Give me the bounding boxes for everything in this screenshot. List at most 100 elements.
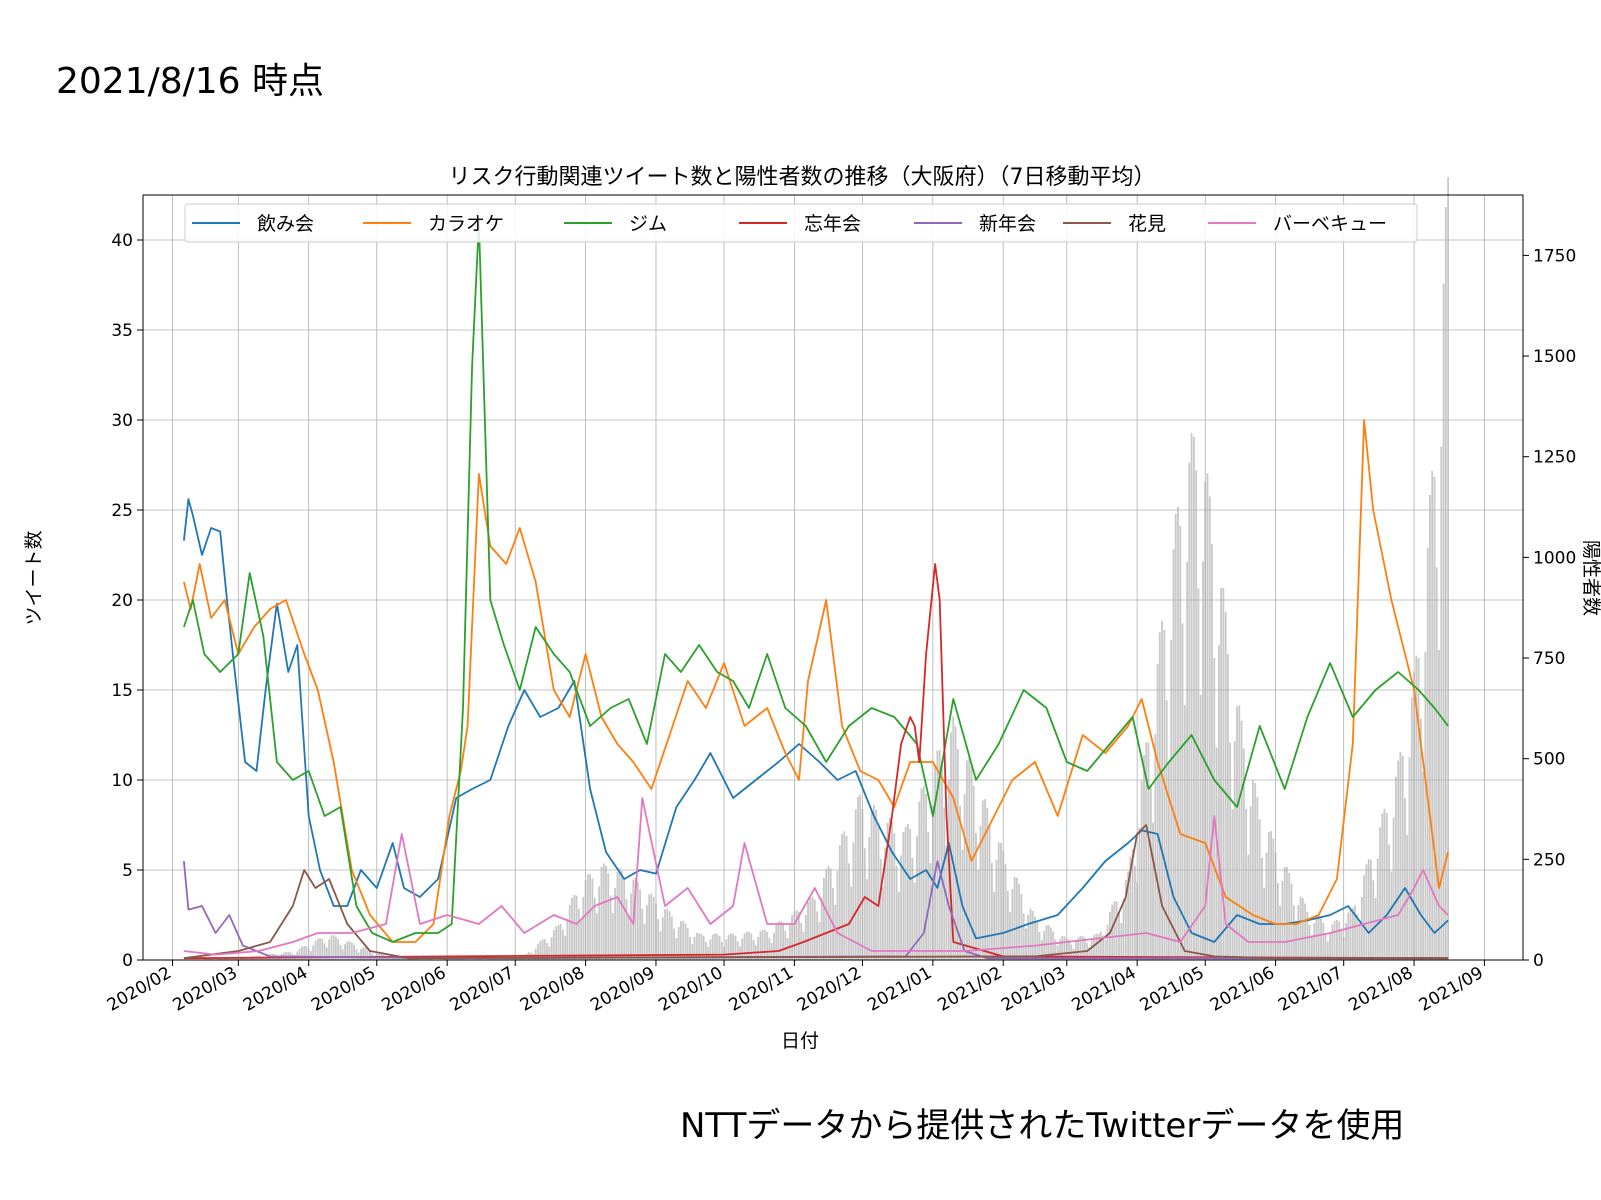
y-tick-label: 0 xyxy=(122,951,133,971)
y2-tick-label: 0 xyxy=(1533,951,1544,971)
case-bar xyxy=(1059,939,1061,960)
case-bar xyxy=(543,939,546,960)
case-bar xyxy=(1290,883,1293,960)
case-bar xyxy=(1177,506,1179,960)
case-bar xyxy=(988,825,991,960)
case-bar xyxy=(897,891,900,960)
series-line-5 xyxy=(183,860,1449,960)
case-bar xyxy=(346,941,349,960)
case-bar xyxy=(691,944,694,960)
case-bar xyxy=(798,912,800,960)
case-bar xyxy=(730,933,732,960)
case-bar xyxy=(414,958,417,960)
case-bar xyxy=(711,934,714,960)
case-bar xyxy=(568,905,571,960)
series-lines xyxy=(183,221,1449,960)
case-bar xyxy=(995,859,998,960)
case-bar xyxy=(1149,784,1152,960)
case-bar xyxy=(1097,933,1100,960)
case-bar xyxy=(552,930,555,960)
case-bar xyxy=(575,895,578,960)
case-bar xyxy=(997,842,1000,960)
case-bar xyxy=(1440,446,1443,961)
case-bar xyxy=(503,957,505,960)
case-bar xyxy=(972,785,975,960)
x-tick-label: 2020/09 xyxy=(587,963,658,1016)
case-bar xyxy=(1220,588,1222,960)
right-y-axis: 0 250 500 750 1000 1250 1500 1750 xyxy=(1523,246,1576,971)
case-bar xyxy=(907,824,909,960)
y2-tick-label: 250 xyxy=(1533,850,1565,870)
case-bar xyxy=(970,766,973,960)
case-bar xyxy=(321,938,324,960)
case-bar xyxy=(1233,741,1236,960)
case-bar xyxy=(1254,782,1257,960)
case-bar xyxy=(1374,898,1377,960)
case-bar xyxy=(920,788,923,960)
case-bar xyxy=(1256,796,1259,960)
case-bar xyxy=(630,893,632,960)
case-bar xyxy=(580,920,582,960)
case-bar xyxy=(605,865,607,960)
case-bar xyxy=(841,834,843,960)
y2-tick-label: 750 xyxy=(1533,649,1565,669)
case-bar xyxy=(1197,588,1200,960)
case-bar xyxy=(827,866,830,960)
case-bar xyxy=(768,937,771,960)
case-bar xyxy=(1143,755,1145,960)
case-bar xyxy=(1138,827,1141,960)
y2-tick-label: 1250 xyxy=(1533,448,1576,468)
case-bar xyxy=(975,833,977,960)
case-bar xyxy=(391,957,394,960)
case-bar xyxy=(235,958,237,960)
case-bar xyxy=(757,937,759,960)
case-bar xyxy=(1202,561,1204,960)
y-tick-label: 25 xyxy=(111,501,133,521)
case-bar xyxy=(991,863,993,960)
case-bar xyxy=(938,749,941,960)
case-bar xyxy=(1320,918,1322,960)
case-bar xyxy=(1081,936,1084,960)
case-bar xyxy=(314,941,317,960)
date-stamp: 2021/8/16 時点 xyxy=(56,61,325,102)
case-bar xyxy=(555,926,557,960)
legend-label: 忘年会 xyxy=(804,213,861,235)
case-bar xyxy=(1315,916,1318,960)
case-bar xyxy=(979,826,982,960)
case-bar xyxy=(589,874,591,960)
case-bar xyxy=(350,942,353,960)
y-tick-label: 10 xyxy=(111,771,133,791)
x-tick-label: 2020/03 xyxy=(170,963,241,1016)
case-bar xyxy=(489,958,492,960)
case-bar xyxy=(1336,920,1338,960)
case-bar xyxy=(709,939,712,960)
case-bar xyxy=(1295,922,1297,960)
case-bar xyxy=(1052,931,1055,960)
case-bar xyxy=(1297,905,1300,960)
case-bar xyxy=(1000,843,1002,960)
case-bar xyxy=(1388,844,1390,960)
case-bar xyxy=(562,929,564,960)
case-bar xyxy=(1056,945,1059,960)
case-bar xyxy=(1238,705,1241,960)
case-bar xyxy=(1304,903,1306,960)
case-bar xyxy=(1193,436,1195,960)
case-bar xyxy=(800,922,803,960)
case-bar xyxy=(600,867,603,960)
case-bar xyxy=(1283,867,1286,960)
case-bar xyxy=(1045,925,1048,960)
case-bar xyxy=(945,845,948,960)
case-bar xyxy=(868,836,871,960)
case-bar xyxy=(1090,940,1093,960)
case-bar xyxy=(1183,705,1186,960)
case-bar xyxy=(695,932,698,960)
case-bar xyxy=(239,957,242,960)
case-bar xyxy=(675,937,678,960)
case-bar xyxy=(362,947,365,960)
case-bar xyxy=(409,958,412,960)
case-bar xyxy=(888,817,891,960)
y-tick-label: 40 xyxy=(111,231,133,251)
case-bar xyxy=(977,870,980,960)
